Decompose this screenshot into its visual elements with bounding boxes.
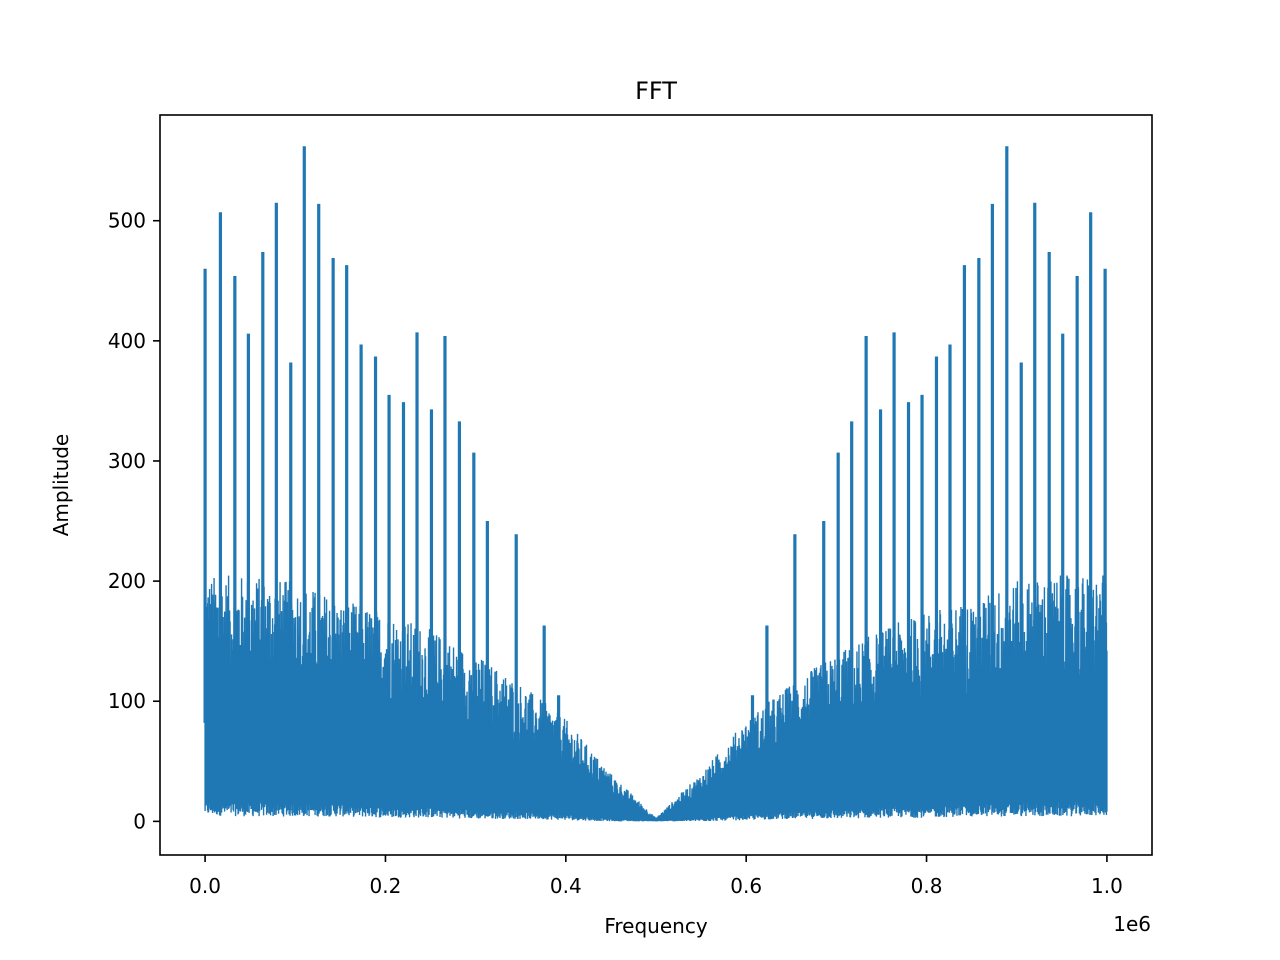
x-axis-offset-label: 1e6	[1113, 912, 1151, 936]
y-tick-label: 500	[108, 209, 146, 233]
chart-title: FFT	[635, 77, 677, 105]
x-tick-label: 1.0	[1091, 874, 1123, 898]
x-tick-label: 0.0	[189, 874, 221, 898]
y-axis-ticks: 0 100 200 300 400 500	[108, 209, 160, 833]
series-layer	[203, 146, 1108, 822]
x-axis-label: Frequency	[604, 914, 707, 938]
x-axis-ticks: 0.0 0.2 0.4 0.6 0.8 1.0	[189, 855, 1123, 898]
y-tick-label: 400	[108, 329, 146, 353]
plot-area	[159, 114, 1153, 856]
axes-frame	[159, 114, 1153, 856]
x-tick-label: 0.6	[730, 874, 762, 898]
y-tick-label: 200	[108, 569, 146, 593]
x-tick-label: 0.8	[911, 874, 943, 898]
y-tick-label: 0	[133, 809, 146, 833]
series-line	[204, 575, 1108, 822]
x-tick-label: 0.4	[550, 874, 582, 898]
y-axis-label: Amplitude	[49, 434, 73, 537]
y-tick-label: 100	[108, 689, 146, 713]
y-tick-label: 300	[108, 449, 146, 473]
x-tick-label: 0.2	[370, 874, 402, 898]
